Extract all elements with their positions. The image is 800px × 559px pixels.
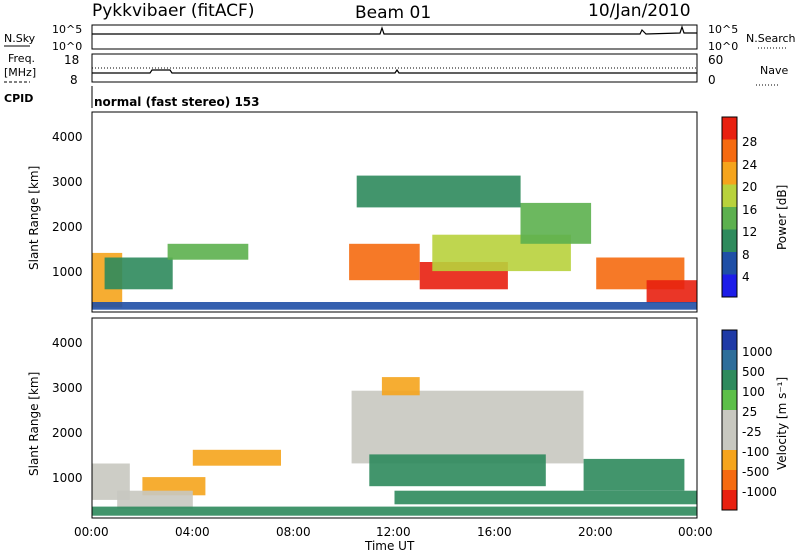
xtick-0800: 08:00 xyxy=(276,525,311,539)
power-plot-frame xyxy=(91,111,698,313)
power-cb-tick-28: 28 xyxy=(742,135,757,149)
xtick-1600: 16:00 xyxy=(477,525,512,539)
power-cb-tick-4: 4 xyxy=(742,270,750,284)
power-cb-tick-8: 8 xyxy=(742,248,750,262)
power-ytick-1000: 1000 xyxy=(52,265,83,279)
freq-left-tick-top: 18 xyxy=(64,53,79,67)
power-colorbar-label: Power [dB] xyxy=(775,185,789,250)
power-ytick-2000: 2000 xyxy=(52,220,83,234)
power-scatter-region-6 xyxy=(520,202,592,244)
velocity-scatter-region-9 xyxy=(92,506,697,516)
power-ylabel: Slant Range [km] xyxy=(27,166,41,270)
cpid-label: CPID xyxy=(4,92,33,105)
time-axis: 00:00 04:00 08:00 12:00 16:00 20:00 00:0… xyxy=(74,525,713,553)
freq-label-line1: Freq. xyxy=(8,52,35,65)
power-colorbar-cell-1 xyxy=(722,252,737,275)
velocity-cb-tick-neg100: -100 xyxy=(742,445,769,459)
velocity-scatter-region-8 xyxy=(381,377,420,396)
velocity-scatter-region-2 xyxy=(192,449,281,466)
velocity-cb-tick-neg1000: -1000 xyxy=(742,485,777,499)
velocity-ytick-2000: 2000 xyxy=(52,426,83,440)
power-colorbar-frame xyxy=(721,116,738,298)
velocity-ytick-1000: 1000 xyxy=(52,471,83,485)
velocity-cb-tick-neg25: -25 xyxy=(742,425,762,439)
velocity-colorbar-cell-0 xyxy=(722,330,737,350)
velocity-colorbar-cell-3 xyxy=(722,390,737,410)
velocity-ytick-4000: 4000 xyxy=(52,336,83,350)
xtick-0000: 00:00 xyxy=(74,525,109,539)
power-colorbar-cell-5 xyxy=(722,162,737,185)
velocity-colorbar-cell-7 xyxy=(722,470,737,490)
velocity-panel: Slant Range [km] 1000 2000 3000 4000 xyxy=(27,317,698,519)
radar-title: Pykkvibaer (fitACF) xyxy=(92,1,254,21)
xtick-2000: 20:00 xyxy=(578,525,613,539)
velocity-cb-tick-500: 500 xyxy=(742,365,765,379)
cpid-text: normal (fast stereo) 153 xyxy=(94,95,260,109)
freq-label-line2: [MHz] xyxy=(4,66,36,79)
velocity-scatter-region-7 xyxy=(583,458,685,491)
power-cb-tick-16: 16 xyxy=(742,203,757,217)
velocity-plot-frame xyxy=(91,317,698,519)
power-colorbar: 4 8 12 16 20 24 28 Power [dB] xyxy=(721,116,789,298)
xtick-2400: 00:00 xyxy=(678,525,713,539)
power-cb-tick-24: 24 xyxy=(742,158,757,172)
nsky-label: N.Sky xyxy=(4,32,36,45)
velocity-colorbar-cell-6 xyxy=(722,450,737,470)
velocity-colorbar-frame xyxy=(721,329,738,511)
xaxis-label: Time UT xyxy=(364,539,415,553)
velocity-colorbar-cell-2 xyxy=(722,370,737,390)
date-title: 10/Jan/2010 xyxy=(588,1,691,21)
velocity-colorbar-cell-1 xyxy=(722,350,737,370)
power-panel: Slant Range [km] 1000 2000 3000 4000 xyxy=(27,111,698,313)
velocity-cb-tick-25: 25 xyxy=(742,405,757,419)
velocity-colorbar-cell-5 xyxy=(722,430,737,450)
power-ytick-3000: 3000 xyxy=(52,175,83,189)
nsky-left-tick-bottom: 10^0 xyxy=(52,40,82,53)
freq-left-tick-bottom: 8 xyxy=(70,73,78,87)
xtick-0400: 04:00 xyxy=(175,525,210,539)
power-colorbar-cell-2 xyxy=(722,229,737,252)
power-scatter-region-10 xyxy=(92,302,697,310)
velocity-scatter-region-6 xyxy=(394,490,697,505)
velocity-cb-tick-neg500: -500 xyxy=(742,465,769,479)
power-scatter-region-3 xyxy=(349,243,420,281)
power-scatter-region-1 xyxy=(104,257,173,290)
velocity-cb-tick-1000: 1000 xyxy=(742,345,773,359)
velocity-scatter-region-5 xyxy=(369,454,546,487)
velocity-ytick-3000: 3000 xyxy=(52,381,83,395)
power-scatter-region-9 xyxy=(646,280,697,303)
velocity-colorbar-label: Velocity [m s⁻¹] xyxy=(775,377,789,470)
power-colorbar-cell-4 xyxy=(722,184,737,207)
freq-right-tick-bottom: 0 xyxy=(708,73,716,87)
power-colorbar-cell-7 xyxy=(722,117,737,140)
velocity-colorbar-cell-8 xyxy=(722,490,737,510)
power-ytick-4000: 4000 xyxy=(52,130,83,144)
velocity-colorbar-cell-4 xyxy=(722,410,737,430)
velocity-scatter-region-4 xyxy=(351,390,584,464)
nsky-trace xyxy=(92,25,697,35)
velocity-ylabel: Slant Range [km] xyxy=(27,372,41,476)
power-cb-tick-20: 20 xyxy=(742,180,757,194)
beam-title: Beam 01 xyxy=(355,3,431,23)
power-colorbar-cell-6 xyxy=(722,139,737,162)
nave-label: Nave xyxy=(760,64,788,77)
power-colorbar-cell-3 xyxy=(722,207,737,230)
freq-trace xyxy=(92,68,697,74)
power-scatter-region-7 xyxy=(356,175,521,208)
xtick-1200: 12:00 xyxy=(376,525,411,539)
nsky-right-tick-bottom: 10^0 xyxy=(708,40,738,53)
power-scatter-region-2 xyxy=(167,243,249,260)
freq-right-tick-top: 60 xyxy=(708,53,723,67)
velocity-colorbar: 1000 500 100 25 -25 -100 -500 -1000 Velo… xyxy=(721,329,789,511)
nsky-right-tick-top: 10^5 xyxy=(708,23,738,36)
power-colorbar-cell-0 xyxy=(722,274,737,297)
nsky-panel-frame xyxy=(91,24,698,50)
power-cb-tick-12: 12 xyxy=(742,225,757,239)
nsky-left-tick-top: 10^5 xyxy=(52,23,82,36)
velocity-scatter-region-3 xyxy=(117,490,193,509)
velocity-cb-tick-100: 100 xyxy=(742,385,765,399)
nsearch-label: N.Search xyxy=(746,32,796,45)
